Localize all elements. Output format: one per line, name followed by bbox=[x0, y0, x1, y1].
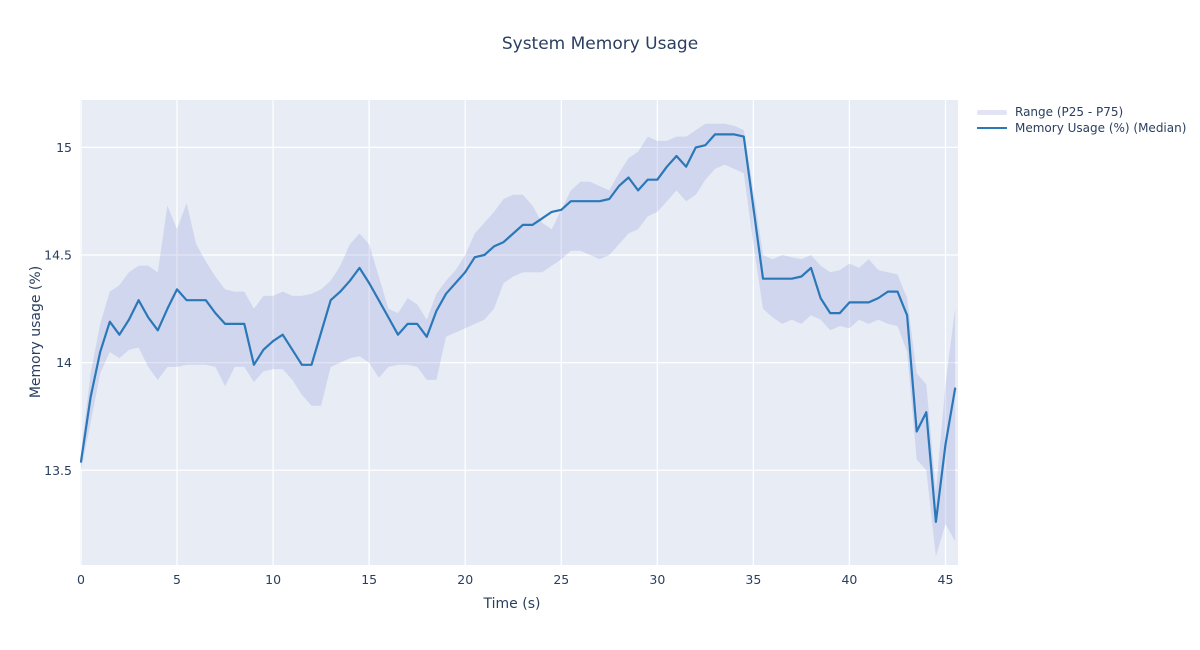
x-tick-label: 25 bbox=[553, 572, 569, 587]
y-tick-label: 14 bbox=[56, 355, 72, 370]
x-tick-label: 5 bbox=[173, 572, 181, 587]
y-tick-label: 15 bbox=[56, 140, 72, 155]
range-band[interactable] bbox=[81, 123, 956, 557]
y-axis-title: Memory usage (%) bbox=[28, 265, 44, 399]
legend-label-range: Range (P25 - P75) bbox=[1015, 105, 1124, 119]
y-tick-label: 14.5 bbox=[44, 248, 72, 263]
chart-title: System Memory Usage bbox=[501, 34, 699, 54]
line-swatch-icon bbox=[977, 127, 1007, 129]
x-tick-label: 10 bbox=[265, 572, 281, 587]
x-tick-label: 35 bbox=[745, 572, 761, 587]
x-tick-label: 20 bbox=[457, 572, 473, 587]
legend: Range (P25 - P75) Memory Usage (%) (Medi… bbox=[977, 104, 1186, 136]
legend-label-median: Memory Usage (%) (Median) bbox=[1015, 121, 1187, 135]
x-tick-label: 45 bbox=[938, 572, 954, 587]
x-tick-label: 15 bbox=[361, 572, 377, 587]
x-tick-label: 0 bbox=[77, 572, 85, 587]
x-tick-label: 30 bbox=[649, 572, 665, 587]
legend-item-median[interactable]: Memory Usage (%) (Median) bbox=[977, 120, 1186, 136]
plot-panel[interactable] bbox=[80, 100, 958, 565]
x-axis-title: Time (s) bbox=[483, 596, 541, 612]
y-tick-label: 13.5 bbox=[44, 463, 72, 478]
median-line[interactable] bbox=[79, 133, 957, 524]
band-swatch-icon bbox=[977, 109, 1007, 115]
legend-item-range[interactable]: Range (P25 - P75) bbox=[977, 104, 1186, 120]
x-tick-label: 40 bbox=[841, 572, 857, 587]
